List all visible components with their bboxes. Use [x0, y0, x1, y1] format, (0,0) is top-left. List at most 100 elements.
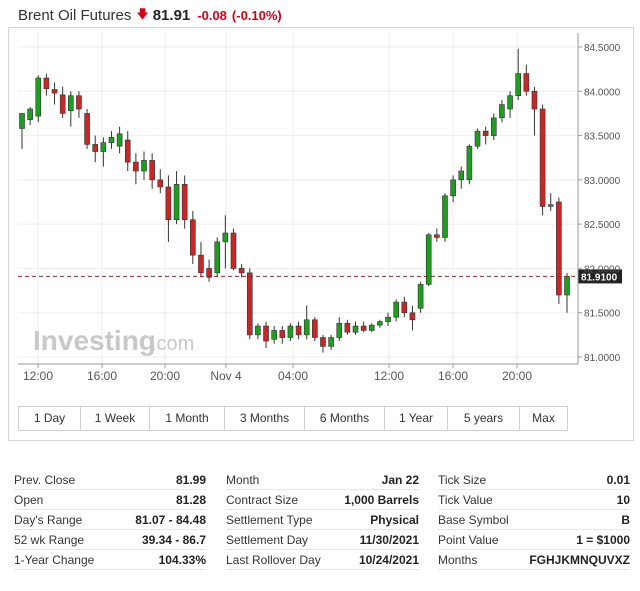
candle-body	[271, 330, 277, 340]
candle[interactable]	[19, 113, 25, 149]
candle[interactable]	[141, 151, 147, 180]
candle[interactable]	[295, 321, 302, 340]
candle[interactable]	[263, 321, 269, 349]
candle[interactable]	[255, 323, 261, 340]
candle[interactable]	[133, 153, 139, 185]
candle[interactable]	[458, 166, 465, 189]
candle[interactable]	[246, 268, 253, 340]
candle[interactable]	[165, 175, 172, 242]
candle[interactable]	[499, 100, 505, 123]
candle[interactable]	[434, 228, 440, 242]
candlestick-chart[interactable]: Investing .com 81.9100 81.0000 81.5000 82.…	[0, 0, 640, 400]
candle[interactable]	[507, 91, 513, 118]
candle[interactable]	[352, 321, 359, 335]
x-tick-label: Nov 4	[210, 369, 242, 383]
candle[interactable]	[108, 131, 115, 149]
candle[interactable]	[100, 137, 107, 167]
candle[interactable]	[490, 113, 497, 140]
candle-body	[393, 301, 399, 318]
stat-value: B	[621, 513, 630, 527]
candle[interactable]	[336, 317, 343, 342]
candle-body	[539, 108, 546, 207]
candle[interactable]	[474, 128, 481, 149]
candle[interactable]	[450, 175, 456, 202]
candle[interactable]	[312, 317, 318, 342]
tab-max[interactable]: Max	[520, 407, 567, 430]
candle[interactable]	[556, 197, 562, 304]
candle[interactable]	[271, 326, 277, 344]
tab-1-day[interactable]: 1 Day	[19, 407, 81, 430]
candle[interactable]	[425, 233, 432, 287]
candle[interactable]	[466, 144, 473, 185]
candle[interactable]	[523, 64, 530, 96]
candle[interactable]	[368, 323, 375, 333]
candle[interactable]	[59, 86, 66, 118]
candle[interactable]	[409, 305, 416, 331]
candle[interactable]	[328, 334, 334, 350]
last-price: 81.91	[152, 6, 191, 24]
y-tick-label: 82.5000	[584, 220, 621, 231]
x-tick-label: 12:00	[374, 369, 404, 383]
candle-body	[76, 95, 82, 110]
stat-label: Prev. Close	[14, 473, 76, 487]
candle[interactable]	[190, 210, 196, 264]
candle[interactable]	[214, 237, 221, 278]
candle[interactable]	[344, 319, 351, 335]
candle[interactable]	[482, 126, 489, 145]
tab-1-month[interactable]: 1 Month	[150, 407, 225, 430]
candle-body	[222, 232, 229, 243]
candle[interactable]	[27, 107, 33, 125]
candle[interactable]	[547, 193, 554, 211]
stat-value: 81.28	[175, 493, 206, 507]
tab-1-year[interactable]: 1 Year	[385, 407, 448, 430]
candle[interactable]	[320, 334, 326, 353]
stat-value: Physical	[370, 513, 419, 527]
candle[interactable]	[287, 323, 294, 342]
candle[interactable]	[51, 82, 58, 105]
tab-6-months[interactable]: 6 Months	[305, 407, 385, 430]
candle[interactable]	[181, 175, 188, 229]
candle[interactable]	[539, 104, 546, 216]
candle[interactable]	[149, 153, 155, 189]
candle[interactable]	[35, 75, 42, 123]
stat-row: Settlement Day 11/30/2021	[226, 530, 419, 550]
candle[interactable]	[442, 193, 448, 242]
candle-body	[157, 179, 164, 188]
candle[interactable]	[124, 131, 131, 171]
candle-body	[344, 323, 351, 333]
candle[interactable]	[401, 296, 408, 318]
stat-row: Months FGHJKMNQUVXZ	[438, 550, 630, 570]
candle[interactable]	[92, 135, 99, 163]
candle[interactable]	[76, 91, 82, 118]
tab-3-months[interactable]: 3 Months	[225, 407, 305, 430]
candle-body	[165, 186, 172, 221]
candle[interactable]	[68, 91, 74, 127]
stats-column: Prev. Close 81.99 Open 81.28 Day's Range 81.0…	[14, 470, 206, 570]
candle[interactable]	[531, 86, 538, 136]
candle[interactable]	[360, 321, 367, 333]
stat-label: 52 wk Range	[14, 533, 85, 547]
candle[interactable]	[515, 48, 521, 101]
candle[interactable]	[116, 126, 123, 154]
tab-1-week[interactable]: 1 Week	[81, 407, 150, 430]
candle[interactable]	[303, 305, 310, 340]
candle-body	[92, 144, 99, 152]
candle[interactable]	[564, 272, 570, 313]
tab-5-years[interactable]: 5 years	[448, 407, 520, 430]
candle[interactable]	[198, 241, 204, 278]
candle[interactable]	[393, 299, 399, 322]
candle[interactable]	[43, 73, 50, 96]
candle[interactable]	[238, 264, 245, 278]
stat-value: 81.99	[175, 473, 206, 487]
candle[interactable]	[157, 169, 164, 194]
candle[interactable]	[173, 171, 180, 225]
candle[interactable]	[385, 312, 391, 326]
candle[interactable]	[417, 281, 424, 313]
candle[interactable]	[230, 228, 237, 271]
price-change: -0.08	[197, 7, 227, 23]
candle[interactable]	[222, 215, 229, 269]
candle[interactable]	[279, 326, 286, 344]
candle[interactable]	[377, 319, 383, 328]
candle[interactable]	[84, 109, 90, 149]
candle[interactable]	[206, 259, 212, 282]
